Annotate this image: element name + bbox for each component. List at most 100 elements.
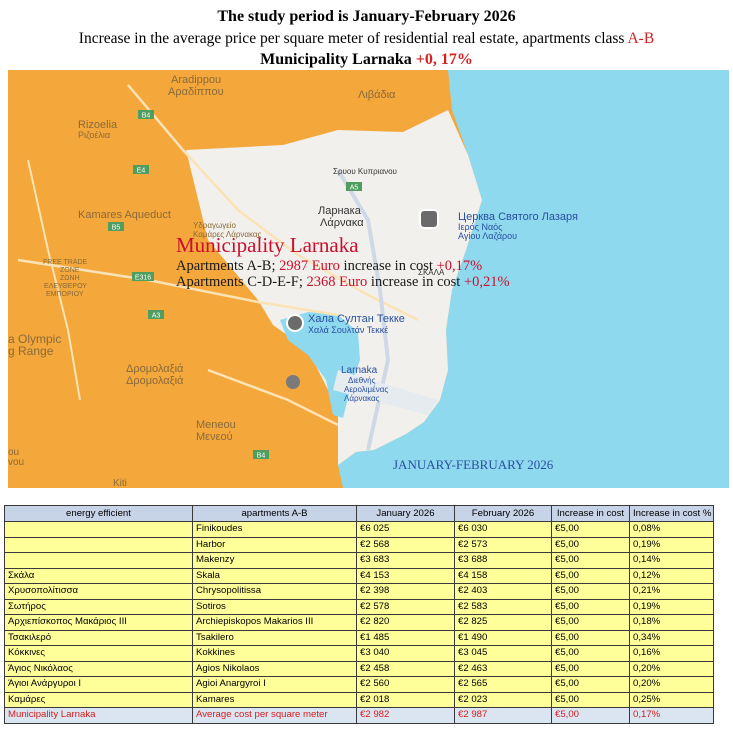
column-header: Increase in cost [551, 505, 630, 522]
place-label: Λιβάδια [358, 89, 396, 101]
place-label: Λάρνακας [344, 394, 380, 403]
table-cell: 0,19% [629, 536, 714, 553]
table-cell: Municipality Larnaka [4, 707, 193, 724]
table-cell: €5,00 [551, 629, 630, 646]
road [27, 159, 81, 401]
overlay-period: JANUARY-FEBRUARY 2026 [393, 457, 554, 472]
place-label: ΣΚΑΛΑ [418, 268, 445, 277]
table-cell: €2 825 [454, 614, 552, 631]
table-body: Finikoudes €6 025 €6 030 €5,00 0,08% Harbor €2… [4, 521, 714, 724]
table-cell: €1 485 [356, 629, 455, 646]
table-cell: Άγιοι Ανάργυροι Ι [4, 676, 193, 693]
place-label: vou [8, 457, 24, 468]
road-shield [133, 165, 149, 174]
road-shield-label: B4 [142, 113, 151, 120]
table-cell: Sotiros [192, 598, 357, 615]
table-row: Καμάρες Kamares €2 018 €2 023 €5,00 0,25% [4, 691, 714, 708]
overlay-ab-price: 2987 Euro [279, 258, 340, 274]
table-cell: Tsakilero [192, 629, 357, 646]
table-cell: Makenzy [192, 552, 357, 569]
table-cell: €5,00 [551, 660, 630, 677]
place-label: Kamares Aqueduct [78, 209, 171, 221]
table-cell: 0,14% [629, 552, 714, 569]
table-cell: €5,00 [551, 707, 630, 724]
road-shield [346, 182, 362, 191]
place-label: Хала Султан Текке [308, 313, 405, 325]
place-label: a Olympic [8, 332, 61, 346]
place-label: ou [8, 447, 19, 458]
table-row: Σκάλα Skala €4 153 €4 158 €5,00 0,12% [4, 567, 714, 584]
column-header: January 2026 [356, 505, 455, 522]
mosque-marker-icon [286, 314, 304, 332]
table-cell: €2 463 [454, 660, 552, 677]
place-label: Larnaka [341, 365, 378, 376]
place-label: ZONE [60, 267, 80, 274]
table-row: Άγιοι Ανάργυροι Ι Agioi Anargyroi I €2 560… [4, 676, 714, 693]
overlay-cdef-label: Apartments C-D-E-F; [176, 274, 306, 290]
road [127, 84, 419, 322]
road-shield [132, 272, 154, 281]
table-cell: Αρχιεπίσκοπος Μακάριος ΙΙΙ [4, 614, 193, 631]
municipality-heading: Municipality Larnaka +0, 17% [0, 51, 733, 69]
place-label: Αερολιμένας [344, 385, 388, 394]
study-period-heading: The study period is January-February 202… [217, 8, 516, 25]
table-cell: 0,19% [629, 598, 714, 615]
place-label: g Range [8, 344, 54, 358]
place-label: Αγίου Λαζάρου [458, 231, 517, 241]
table-row: Άγιος Νικόλαος Agios Nikolaos €2 458 €2 463… [4, 660, 714, 677]
place-label: ΕΛΕΥΘΕΡΟΥ [44, 283, 87, 290]
road-shield-label: B5 [112, 225, 121, 232]
place-label: Χαλά Σουλτάν Τεκκέ [308, 325, 388, 335]
table-cell: 0,20% [629, 676, 714, 693]
place-label: ΖΩΝΗ [60, 275, 80, 282]
table-cell: €3 688 [454, 552, 552, 569]
column-header: energy efficient [4, 505, 193, 522]
table-row: Αρχιεπίσκοπος Μακάριος ΙΙΙ Archiepiskopos… [4, 614, 714, 631]
column-header: February 2026 [454, 505, 552, 522]
table-cell: €5,00 [551, 691, 630, 708]
table-cell: €4 153 [356, 567, 455, 584]
table-cell: Agios Nikolaos [192, 660, 357, 677]
table-cell: €2 820 [356, 614, 455, 631]
road-shield-label: B4 [257, 453, 266, 460]
table-cell: €3 683 [356, 552, 455, 569]
table-row: Κόκκινες Kokkines €3 040 €3 045 €5,00 0,16% [4, 645, 714, 662]
table-cell: 0,12% [629, 567, 714, 584]
map-frame [729, 70, 733, 488]
church-marker-icon [419, 209, 439, 229]
table-cell: Σωτήρος [4, 598, 193, 615]
table-cell [4, 521, 193, 538]
place-label: Aradippou [171, 74, 221, 86]
sea-area [338, 70, 729, 488]
road [17, 258, 339, 317]
table-cell: 0,18% [629, 614, 714, 631]
place-label: Υδραγωγείο [193, 221, 237, 230]
table-cell: 0,25% [629, 691, 714, 708]
street-label: Σρυου Κυπριανου [333, 167, 397, 176]
price-table: energy efficient apartments A-B January … [4, 505, 714, 724]
map-panel: B4 E4 B5 E316 A3 A5 B4 Aradippou Αραδίππ… [8, 70, 733, 488]
table-cell: Average cost per square meter [192, 707, 357, 724]
table-row: Makenzy €3 683 €3 688 €5,00 0,14% [4, 552, 714, 569]
table-cell: 0,17% [629, 707, 714, 724]
road-shield-label: A5 [350, 185, 359, 192]
overlay-cdef-pct: +0,21% [464, 274, 510, 290]
place-label: Δρομολαξιά [126, 375, 184, 387]
subtitle-text: Increase in the average price per square… [78, 30, 628, 47]
overlay-municipality-title: Municipality Larnaka [176, 233, 359, 257]
municipality-area [186, 110, 482, 465]
municipality-increase: +0, 17% [415, 51, 473, 68]
table-cell: 0,16% [629, 645, 714, 662]
table-cell: €2 573 [454, 536, 552, 553]
table-cell: Σκάλα [4, 567, 193, 584]
road-shield [138, 110, 154, 119]
road-shield-label: E4 [137, 168, 146, 175]
table-total-row: Municipality Larnaka Average cost per squ… [4, 707, 714, 724]
table-cell: €2 023 [454, 691, 552, 708]
table-cell: €3 040 [356, 645, 455, 662]
place-label: Ριζοέλια [78, 130, 110, 140]
table-cell: €2 560 [356, 676, 455, 693]
table-cell: Χρυσοπολίτισσα [4, 583, 193, 600]
table-cell: €2 583 [454, 598, 552, 615]
place-label: Meneou [196, 419, 236, 431]
